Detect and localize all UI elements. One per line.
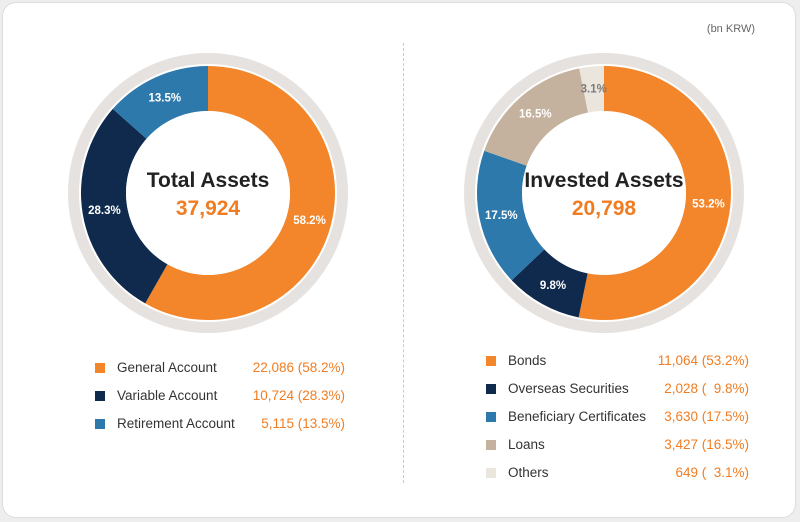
slice-loans — [484, 68, 589, 166]
slice-label-retirement-account: 13.5% — [149, 92, 182, 104]
legend-value: 3,427 (16.5%) — [664, 437, 749, 452]
legend-value: 5,115 (13.5%) — [261, 416, 345, 431]
legend-item-retirement-account: Retirement Account 5,115 (13.5%) — [95, 410, 345, 438]
legend-swatch — [95, 419, 105, 429]
legend-label: Variable Account — [117, 388, 218, 403]
invested-assets-legend: Bonds 11,064 (53.2%) Overseas Securities… — [486, 347, 749, 487]
donut-center-value: 37,924 — [176, 197, 241, 220]
slice-label-overseas-securities: 9.8% — [540, 280, 566, 292]
unit-label: (bn KRW) — [706, 23, 755, 35]
donut-hole — [522, 111, 686, 275]
legend-swatch — [486, 468, 496, 478]
legend-swatch — [486, 356, 496, 366]
legend-item-overseas-securities: Overseas Securities 2,028 ( 9.8%) — [486, 375, 749, 403]
legend-swatch — [486, 412, 496, 422]
legend-label: Beneficiary Certificates — [508, 409, 647, 424]
legend-label: Others — [508, 465, 549, 480]
slice-label-general-account: 58.2% — [293, 215, 326, 227]
legend-swatch — [486, 440, 496, 450]
slice-overseas-securities — [511, 249, 588, 318]
slice-general-account — [145, 66, 335, 321]
donut-hole — [126, 111, 290, 275]
legend-value: 22,086 (58.2%) — [252, 360, 345, 375]
slice-label-others: 3.1% — [581, 84, 607, 96]
legend-value: 10,724 (28.3%) — [252, 388, 345, 403]
legend-swatch — [95, 391, 105, 401]
legend-value: 649 ( 3.1%) — [675, 465, 749, 480]
legend-item-general-account: General Account 22,086 (58.2%) — [95, 354, 345, 382]
legend-item-bonds: Bonds 11,064 (53.2%) — [486, 347, 749, 375]
slice-label-loans: 16.5% — [519, 109, 552, 121]
donut-center-value: 20,798 — [572, 197, 637, 220]
slice-others — [579, 66, 604, 113]
legend-value: 11,064 (53.2%) — [657, 353, 749, 368]
divider — [403, 43, 404, 483]
slice-variable-account — [80, 108, 168, 304]
legend-item-beneficiary-certificates: Beneficiary Certificates 3,630 (17.5%) — [486, 403, 749, 431]
legend-value: 2,028 ( 9.8%) — [664, 381, 749, 396]
total-assets-donut: 58.2% 28.3% 13.5% Total Assets 37,924 — [68, 53, 348, 333]
legend-value: 3,630 (17.5%) — [664, 409, 749, 424]
slice-label-bonds: 53.2% — [692, 199, 725, 211]
slice-label-variable-account: 28.3% — [88, 205, 121, 217]
legend-item-others: Others 649 ( 3.1%) — [486, 459, 749, 487]
legend-label: Overseas Securities — [508, 381, 629, 396]
legend-swatch — [95, 363, 105, 373]
legend-item-loans: Loans 3,427 (16.5%) — [486, 431, 749, 459]
donut-title: Total Assets — [147, 169, 270, 192]
legend-label: Retirement Account — [117, 416, 235, 431]
legend-item-variable-account: Variable Account 10,724 (28.3%) — [95, 382, 345, 410]
legend-swatch — [486, 384, 496, 394]
slice-beneficiary-certificates — [477, 150, 545, 281]
legend-label: Loans — [508, 437, 545, 452]
invested-assets-donut: 53.2% 9.8% 17.5% 16.5% 3.1% Invested Assets 20… — [464, 53, 744, 333]
legend-label: General Account — [117, 360, 217, 375]
slice-label-beneficiary-certificates: 17.5% — [485, 210, 518, 222]
slice-bonds — [578, 66, 731, 320]
donut-title: Invested Assets — [524, 169, 683, 192]
slice-retirement-account — [112, 66, 208, 139]
total-assets-legend: General Account 22,086 (58.2%) Variable … — [95, 354, 345, 438]
legend-label: Bonds — [508, 353, 547, 368]
